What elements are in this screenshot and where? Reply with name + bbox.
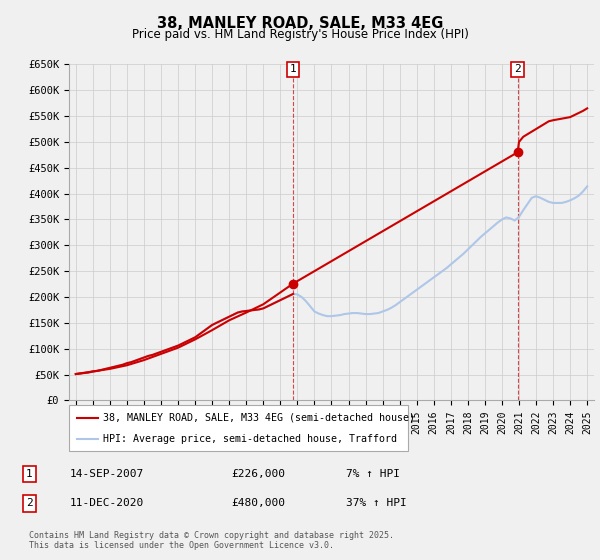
Text: HPI: Average price, semi-detached house, Trafford: HPI: Average price, semi-detached house,… [103, 435, 397, 444]
Text: Contains HM Land Registry data © Crown copyright and database right 2025.
This d: Contains HM Land Registry data © Crown c… [29, 531, 394, 550]
Text: 14-SEP-2007: 14-SEP-2007 [70, 469, 144, 479]
Text: 11-DEC-2020: 11-DEC-2020 [70, 498, 144, 508]
Text: £480,000: £480,000 [231, 498, 285, 508]
Text: 2: 2 [26, 498, 32, 508]
Text: £226,000: £226,000 [231, 469, 285, 479]
FancyBboxPatch shape [69, 405, 408, 451]
Text: 37% ↑ HPI: 37% ↑ HPI [346, 498, 407, 508]
Text: 2: 2 [514, 64, 521, 74]
Text: 38, MANLEY ROAD, SALE, M33 4EG: 38, MANLEY ROAD, SALE, M33 4EG [157, 16, 443, 31]
Text: 1: 1 [26, 469, 32, 479]
Text: Price paid vs. HM Land Registry's House Price Index (HPI): Price paid vs. HM Land Registry's House … [131, 28, 469, 41]
Text: 1: 1 [290, 64, 296, 74]
Text: 7% ↑ HPI: 7% ↑ HPI [346, 469, 400, 479]
Text: 38, MANLEY ROAD, SALE, M33 4EG (semi-detached house): 38, MANLEY ROAD, SALE, M33 4EG (semi-det… [103, 413, 415, 423]
